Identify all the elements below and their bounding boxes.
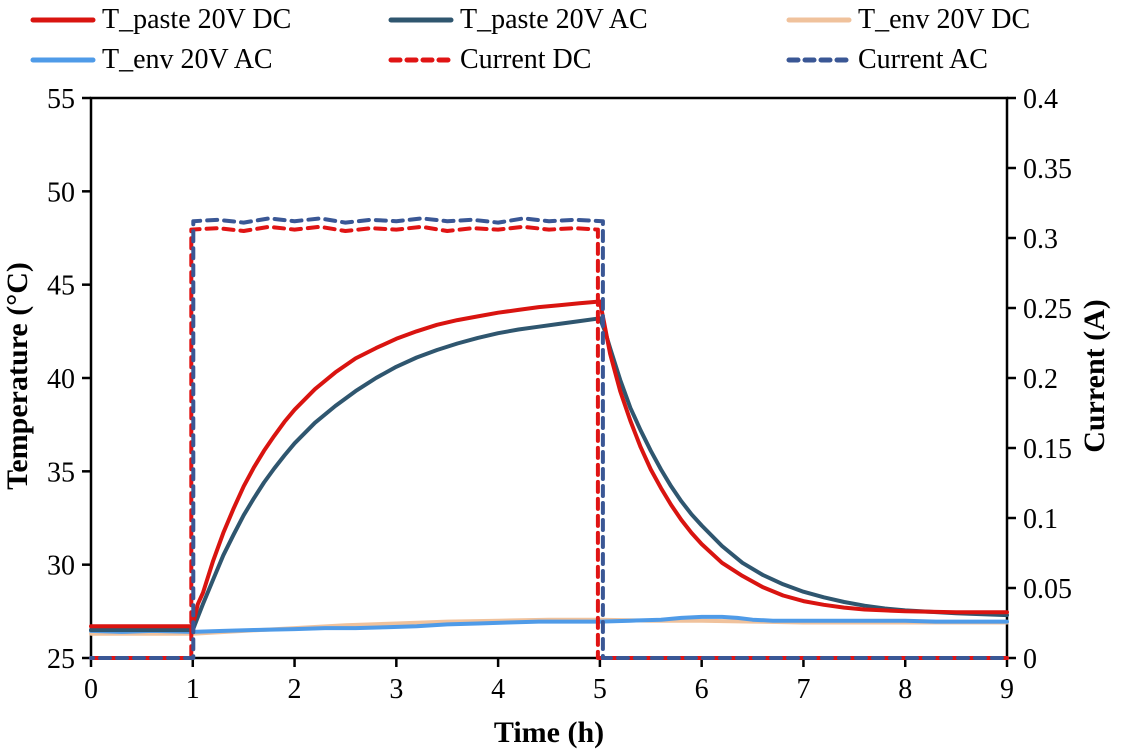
y-right-tick-label: 0.2 [1023, 364, 1058, 395]
y-left-tick-label: 35 [47, 457, 75, 488]
legend-swatch [30, 57, 96, 63]
x-tick-label: 5 [593, 674, 607, 705]
legend-label: T_paste 20V AC [460, 4, 648, 35]
y-right-tick-label: 0.3 [1023, 224, 1058, 255]
legend-item-t-env-20v-dc: T_env 20V DC [786, 3, 1030, 37]
y-right-tick-label: 0.25 [1023, 294, 1072, 325]
y-left-tick-label: 30 [47, 551, 75, 582]
y-right-tick-label: 0.05 [1023, 574, 1072, 605]
legend-swatch [388, 17, 454, 23]
legend-swatch [786, 57, 852, 63]
series-line-t-paste-20v-ac [89, 316, 1009, 632]
legend-label: T_env 20V AC [102, 44, 273, 75]
legend-item-current-dc: Current DC [388, 43, 591, 77]
series-line-t-paste-20v-dc [89, 299, 1009, 629]
x-tick-label: 7 [796, 674, 810, 705]
legend-label: T_env 20V DC [858, 4, 1031, 35]
x-tick-label: 9 [1000, 674, 1014, 705]
x-tick-label: 3 [389, 674, 403, 705]
legend-label: T_paste 20V DC [102, 4, 292, 35]
x-tick-label: 6 [695, 674, 709, 705]
y-left-tick-label: 40 [47, 364, 75, 395]
series-line-current-ac [89, 216, 1009, 660]
x-tick-label: 1 [186, 674, 200, 705]
plot-border [89, 96, 1009, 660]
x-tick-label: 2 [288, 674, 302, 705]
y-left-tick-label: 50 [47, 177, 75, 208]
x-axis-title: Time (h) [494, 716, 604, 749]
y-left-tick-label: 55 [47, 84, 75, 115]
y-left-tick-label: 25 [47, 644, 75, 675]
axis-ticks: 0 1 2 3 4 5 6 7 8 92530354045505500.050.10.150.20… [47, 84, 1072, 705]
x-tick-label: 4 [491, 674, 505, 705]
y-right-tick-label: 0 [1023, 644, 1037, 675]
plot-frame [89, 96, 1009, 660]
legend-item-current-ac: Current AC [786, 43, 988, 77]
y-right-tick-label: 0.15 [1023, 434, 1072, 465]
y-left-tick-label: 45 [47, 271, 75, 302]
legend-item-t-paste-20v-dc: T_paste 20V DC [30, 3, 291, 37]
y-right-tick-label: 0.4 [1023, 84, 1058, 115]
legend-item-t-env-20v-ac: T_env 20V AC [30, 43, 273, 77]
legend-swatch [30, 17, 96, 23]
legend-label: Current DC [460, 44, 592, 75]
legend-swatch [786, 17, 852, 23]
y-axis-title-left: Temperature (°C) [1, 262, 34, 490]
legend-item-t-paste-20v-ac: T_paste 20V AC [388, 3, 648, 37]
legend: T_paste 20V DC T_paste 20V AC T_env 20V DC… [0, 0, 1127, 86]
x-tick-label: 0 [84, 674, 98, 705]
y-right-tick-label: 0.35 [1023, 154, 1072, 185]
legend-label: Current AC [858, 44, 988, 75]
legend-swatch [388, 57, 454, 63]
data-series [89, 216, 1009, 660]
y-axis-title-right: Current (A) [1078, 299, 1111, 453]
series-line-current-dc [89, 224, 1009, 660]
y-right-tick-label: 0.1 [1023, 504, 1058, 535]
series-line-t-env-20v-ac [89, 614, 1009, 634]
x-tick-label: 8 [898, 674, 912, 705]
